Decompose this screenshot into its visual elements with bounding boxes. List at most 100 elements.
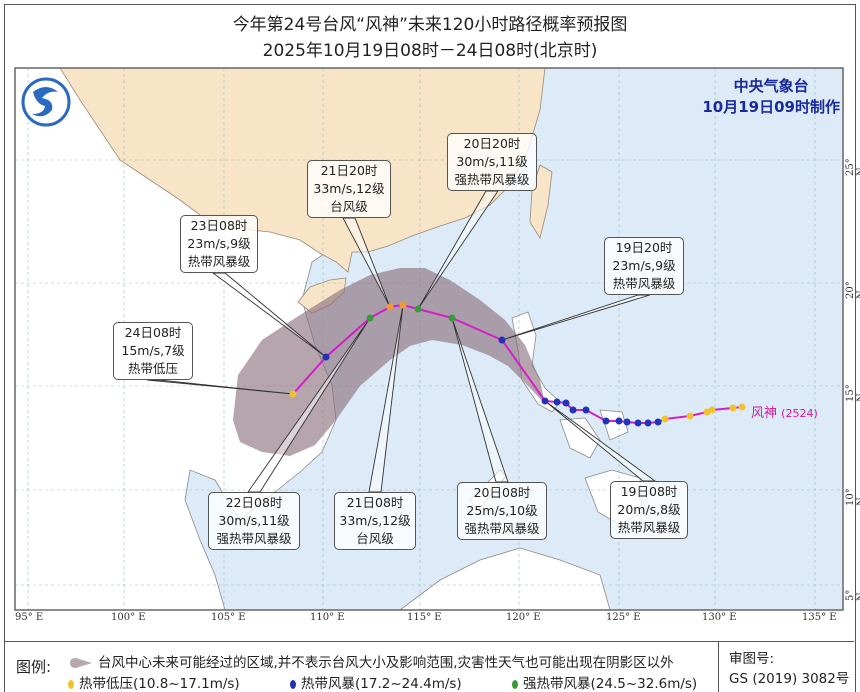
track-point-tropical-depression xyxy=(686,412,694,420)
land-borneo xyxy=(399,547,611,610)
track-point-tropical-storm xyxy=(569,406,577,414)
track-point-tropical-depression xyxy=(661,415,669,423)
cone-swatch-icon xyxy=(70,658,92,668)
annotation-wind: 33m/s,12级 xyxy=(339,513,411,528)
track-point-severe-tropical-storm xyxy=(448,314,456,322)
latitude-label: 5° N xyxy=(845,589,860,601)
legend-item-ts: 热带风暴(17.2~24.4m/s) xyxy=(290,672,462,692)
track-point-tropical-storm xyxy=(322,353,330,361)
track-point-tropical-storm xyxy=(541,397,549,405)
approval-cell: 审图号: GS (2019) 3082号 xyxy=(718,642,859,692)
forecast-annotation-21-20: 21日20时 33m/s,12级 台风级 xyxy=(307,160,391,218)
annotation-leader xyxy=(501,294,651,341)
annotation-wind: 33m/s,12级 xyxy=(313,181,385,196)
annotation-leader xyxy=(146,379,294,395)
td-dot-icon xyxy=(68,679,74,689)
longitude-label: 125° E xyxy=(606,612,641,623)
approval-label: 审图号: xyxy=(729,651,775,667)
longitude-label: 130° E xyxy=(702,612,737,623)
annotation-level: 台风级 xyxy=(330,199,368,214)
map-title: 今年第24号台风“风神”未来120小时路径概率预报图 xyxy=(232,15,628,35)
outer-frame xyxy=(4,4,856,692)
annotation-leader xyxy=(211,272,327,358)
annotation-time: 21日08时 xyxy=(346,495,404,510)
track-point-tropical-storm xyxy=(553,398,561,406)
track-point-tropical-storm xyxy=(654,418,662,426)
track-point-severe-tropical-storm xyxy=(414,305,422,313)
track-point-typhoon xyxy=(399,301,407,309)
legend: 图例: 台风中心未来可能经过的区域,并不表示台风大小及影响范围,灾害性天气也可能… xyxy=(4,641,854,692)
track-point-tropical-depression xyxy=(729,404,737,412)
annotation-level: 强热带风暴级 xyxy=(216,531,292,546)
typhoon-name: 风神 xyxy=(751,406,778,421)
annotation-leader xyxy=(417,190,499,310)
track-point-tropical-storm xyxy=(582,406,590,414)
sts-dot-icon xyxy=(512,679,518,689)
issue-time: 10月19日09时制作 xyxy=(702,98,840,116)
annotation-wind: 20m/s,8级 xyxy=(617,502,681,517)
longitude-label: 120° E xyxy=(506,612,541,623)
annotation-time: 23日08时 xyxy=(190,218,248,233)
track-point-tropical-depression xyxy=(703,408,711,416)
annotation-level: 热带风暴级 xyxy=(187,254,251,269)
track-point-tropical-depression xyxy=(289,390,297,398)
forecast-annotation-19-20: 19日20时 23m/s,9级 热带风暴级 xyxy=(604,237,684,295)
forecast-annotation-20-20: 20日20时 30m/s,11级 强热带风暴级 xyxy=(447,133,537,191)
annotation-level: 台风级 xyxy=(356,531,394,546)
longitude-label: 135° E xyxy=(802,612,837,623)
legend-cone-desc: 台风中心未来可能经过的区域,并不表示台风大小及影响范围,灾害性天气也可能出现在阴… xyxy=(98,655,674,671)
track-point-severe-tropical-storm xyxy=(366,314,374,322)
annotation-level: 热带风暴级 xyxy=(612,276,676,291)
legend-item-label: 热带低压(10.8~17.1m/s) xyxy=(79,676,240,692)
annotation-time: 20日08时 xyxy=(473,485,531,500)
annotation-level: 热带低压 xyxy=(127,361,178,376)
latitude-label: 15° N xyxy=(845,384,860,402)
longitude-label: 105° E xyxy=(211,612,246,623)
track-point-typhoon xyxy=(386,303,394,311)
annotation-wind: 15m/s,7级 xyxy=(121,343,185,358)
legend-cone-row: 台风中心未来可能经过的区域,并不表示台风大小及影响范围,灾害性天气也可能出现在阴… xyxy=(68,651,674,671)
map-subtitle: 2025年10月19日08时－24日08时(北京时) xyxy=(262,41,598,61)
longitude-label: 100° E xyxy=(111,612,146,623)
annotation-time: 22日08时 xyxy=(225,495,283,510)
annotation-time: 19日20时 xyxy=(615,240,673,255)
annotation-time: 19日08时 xyxy=(620,484,678,499)
forecast-annotation-20-08: 20日08时 25m/s,10级 强热带风暴级 xyxy=(457,482,547,540)
cma-logo xyxy=(21,77,71,127)
approval-number: GS (2019) 3082号 xyxy=(729,671,850,687)
annotation-leaders xyxy=(146,190,657,493)
longitude-label: 115° E xyxy=(407,612,442,623)
track-point-tropical-storm xyxy=(644,419,652,427)
latitude-label: 10° N xyxy=(845,488,860,506)
legend-item-sts: 强热带风暴(24.5~32.6m/s) xyxy=(512,672,697,692)
legend-item-td: 热带低压(10.8~17.1m/s) xyxy=(68,672,240,692)
typhoon-name-label: 风神 (2524) xyxy=(751,402,818,421)
annotation-wind: 23m/s,9级 xyxy=(612,258,676,273)
annotation-time: 24日08时 xyxy=(124,325,182,340)
track-point-tropical-storm xyxy=(623,418,631,426)
annotation-wind: 23m/s,9级 xyxy=(187,236,251,251)
forecast-annotation-21-08: 21日08时 33m/s,12级 台风级 xyxy=(334,492,416,550)
annotation-level: 热带风暴级 xyxy=(617,520,681,535)
forecast-annotation-19-08: 19日08时 20m/s,8级 热带风暴级 xyxy=(610,481,688,539)
track-point-tropical-storm xyxy=(602,417,610,425)
legend-item-label: 强热带风暴(24.5~32.6m/s) xyxy=(523,676,698,692)
annotation-wind: 30m/s,11级 xyxy=(456,154,528,169)
track-point-tropical-storm xyxy=(562,399,570,407)
latitude-label: 25° N xyxy=(845,158,860,176)
track-point-tropical-storm xyxy=(498,336,506,344)
annotation-time: 21日20时 xyxy=(320,163,378,178)
track-points xyxy=(289,301,746,427)
agency-name: 中央气象台 xyxy=(733,77,809,95)
annotation-time: 20日20时 xyxy=(463,136,521,151)
longitude-label: 110° E xyxy=(310,612,345,623)
annotation-level: 强热带风暴级 xyxy=(454,172,530,187)
track-point-tropical-depression xyxy=(738,403,746,411)
ts-dot-icon xyxy=(290,679,296,689)
annotation-level: 强热带风暴级 xyxy=(464,521,540,536)
track-point-tropical-storm xyxy=(615,417,623,425)
forecast-annotation-24-08: 24日08时 15m/s,7级 热带低压 xyxy=(113,322,193,380)
map-border xyxy=(14,67,844,611)
track-point-tropical-storm xyxy=(634,419,642,427)
